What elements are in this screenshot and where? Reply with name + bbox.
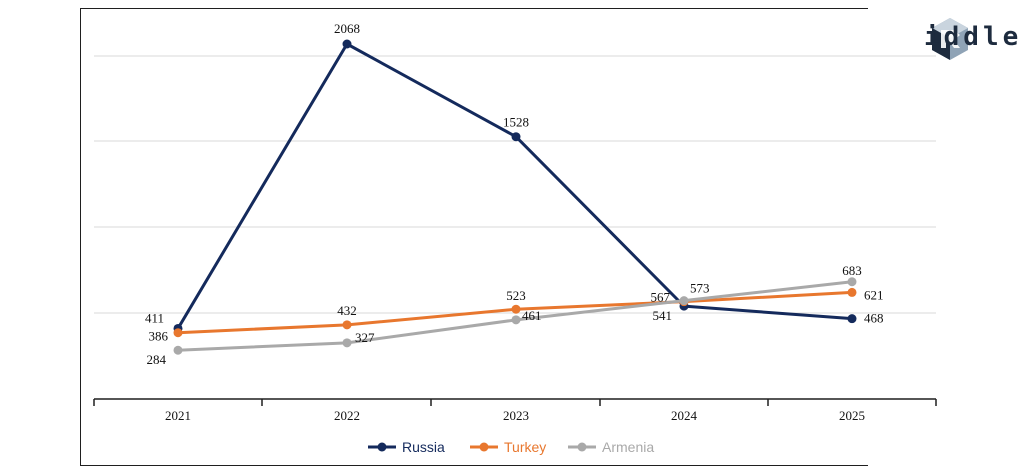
data-label-armenia-2025: 683 xyxy=(842,263,862,278)
cube-r-logo-icon xyxy=(932,18,968,60)
point-russia-2022 xyxy=(342,39,352,49)
x-tick-label-2024: 2024 xyxy=(671,408,698,423)
legend-marker-turkey xyxy=(479,442,489,452)
data-label-armenia-2021: 284 xyxy=(147,352,167,367)
point-russia-2025 xyxy=(847,314,857,324)
data-label-turkey-2024: 567 xyxy=(651,290,671,305)
data-label-turkey-2021: 386 xyxy=(149,329,169,344)
point-armenia-2023 xyxy=(511,315,521,325)
legend-label-turkey: Turkey xyxy=(504,439,546,455)
chart-frame xyxy=(80,8,868,466)
point-turkey-2021 xyxy=(173,328,183,338)
legend-marker-russia xyxy=(377,442,387,452)
legend-label-russia: Russia xyxy=(402,439,445,455)
data-label-russia-2025: 468 xyxy=(864,311,884,326)
point-armenia-2024 xyxy=(679,296,689,306)
point-turkey-2022 xyxy=(342,320,352,330)
logo-wordmark: iddle xyxy=(924,22,1023,52)
data-label-russia-2022: 2068 xyxy=(334,21,360,36)
point-armenia-2025 xyxy=(847,277,857,287)
data-label-russia-2021: 411 xyxy=(145,310,164,325)
x-tick-label-2023: 2023 xyxy=(503,408,529,423)
x-tick-label-2022: 2022 xyxy=(334,408,360,423)
x-tick-label-2021: 2021 xyxy=(165,408,191,423)
data-label-armenia-2023: 461 xyxy=(522,308,542,323)
data-label-armenia-2022: 327 xyxy=(355,330,375,345)
point-russia-2023 xyxy=(511,132,521,142)
x-tick-label-2025: 2025 xyxy=(839,408,865,423)
legend-label-armenia: Armenia xyxy=(602,439,654,455)
series-line-russia xyxy=(176,42,853,330)
point-turkey-2023 xyxy=(511,304,521,314)
point-armenia-2021 xyxy=(173,345,183,355)
data-label-armenia-2024: 573 xyxy=(690,281,710,296)
data-label-turkey-2025: 621 xyxy=(864,287,884,302)
data-label-russia-2023: 1528 xyxy=(503,115,529,130)
data-label-russia-2024: 541 xyxy=(653,308,673,323)
point-armenia-2022 xyxy=(342,338,352,348)
data-label-turkey-2023: 523 xyxy=(506,288,526,303)
point-turkey-2025 xyxy=(847,287,857,297)
legend-marker-armenia xyxy=(577,442,587,452)
data-label-turkey-2022: 432 xyxy=(337,303,357,318)
